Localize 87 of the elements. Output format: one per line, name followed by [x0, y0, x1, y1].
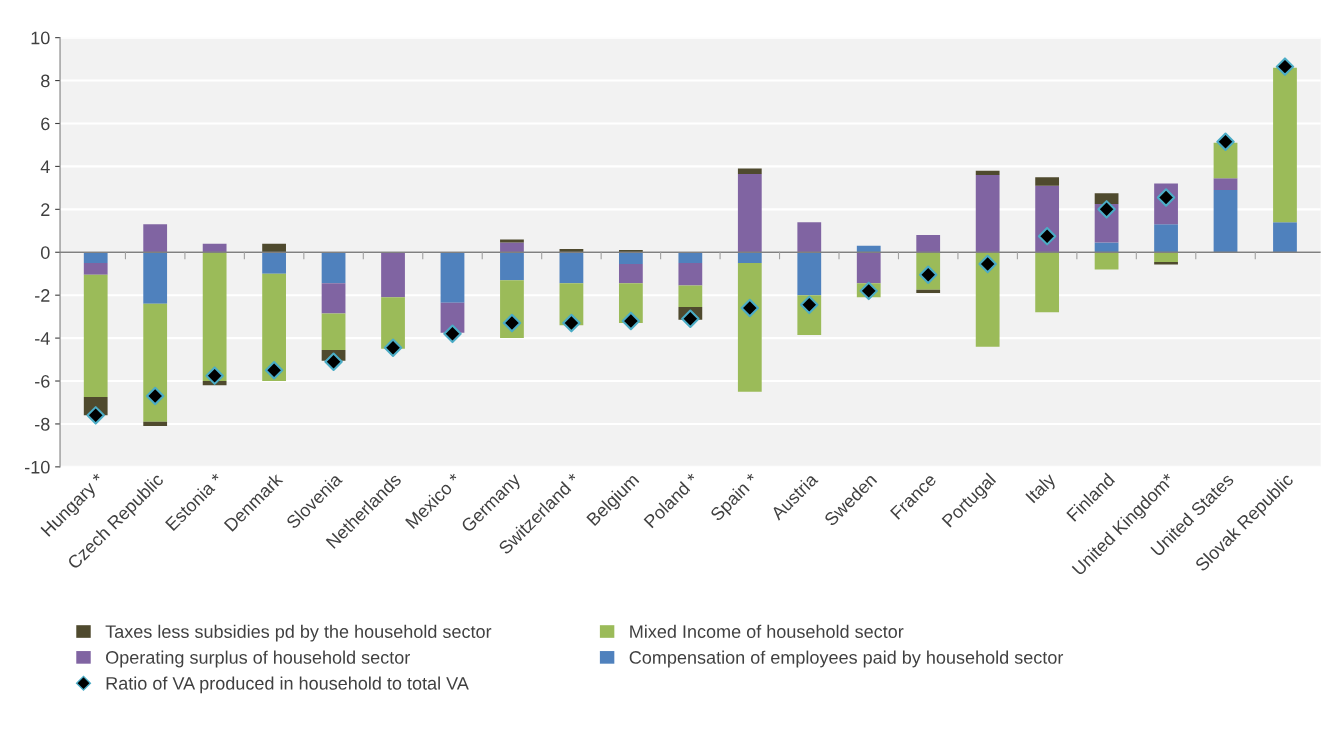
bar [1154, 224, 1178, 253]
bar [737, 262, 762, 392]
legend-label: Mixed Income of household sector [630, 624, 904, 639]
bar [262, 252, 286, 274]
point [1097, 200, 1116, 219]
bar [678, 285, 703, 307]
bar [737, 168, 762, 174]
bar [559, 252, 584, 284]
bar [1213, 190, 1238, 253]
bar [618, 252, 643, 265]
y-tick-label: 0 [40, 246, 50, 259]
bar [797, 222, 822, 253]
bar [440, 252, 465, 303]
bar [797, 252, 822, 296]
point [324, 352, 343, 371]
bar [143, 421, 168, 427]
legend-label: Ratio of VA produced in household to total VA [106, 676, 469, 694]
bar [202, 243, 227, 253]
point [681, 309, 700, 329]
bar [559, 249, 584, 253]
bar [83, 262, 108, 275]
bar [1094, 242, 1119, 253]
bar [975, 170, 1000, 175]
y-tick-label: -4 [35, 332, 50, 345]
point [86, 406, 105, 425]
bar [381, 252, 405, 298]
bar [262, 243, 286, 253]
bar [500, 239, 524, 243]
y-tick-label: -6 [35, 374, 50, 388]
bar [856, 252, 881, 284]
point [205, 366, 224, 385]
bar [143, 224, 168, 253]
bar [975, 252, 1000, 347]
point [562, 313, 581, 333]
bar [1094, 252, 1119, 270]
y-tick-label: 4 [40, 160, 50, 173]
y-tick-label: 8 [41, 74, 50, 88]
bar [1035, 252, 1060, 313]
bar [1273, 222, 1297, 253]
y-tick-label: -2 [35, 289, 50, 302]
y-tick-label: -8 [35, 417, 50, 431]
bar [916, 235, 941, 253]
point [1037, 226, 1057, 246]
bar [83, 252, 108, 263]
bar [916, 289, 941, 294]
point [264, 361, 284, 380]
bar [381, 297, 405, 349]
bar [321, 313, 346, 350]
y-tick-label: 2 [41, 203, 50, 216]
x-tick-label: Italy [1024, 471, 1060, 506]
point [443, 324, 462, 344]
point [978, 254, 997, 274]
point [740, 298, 760, 318]
y-tick-label: 10 [31, 31, 50, 45]
bar [1273, 67, 1297, 223]
bar [83, 274, 108, 398]
bar [143, 303, 168, 422]
bar [618, 264, 643, 284]
bar [1154, 252, 1178, 262]
point [1275, 57, 1295, 76]
point [502, 313, 522, 333]
bar [202, 252, 227, 382]
point [1216, 132, 1235, 151]
bar [678, 252, 703, 263]
bar [975, 175, 1000, 253]
bar [1094, 193, 1119, 204]
point [383, 338, 403, 358]
legend-label: Taxes less subsidies pd by the household sector [105, 624, 492, 642]
bar [500, 252, 524, 281]
legend-label: Compensation of employees paid by household sector [629, 650, 1064, 668]
bar [678, 262, 703, 286]
bar [143, 252, 168, 304]
bar [262, 273, 286, 382]
point [621, 311, 641, 331]
bar [618, 250, 643, 253]
bar [737, 252, 762, 263]
bar [321, 252, 346, 284]
y-tick-label: -10 [25, 460, 50, 474]
bar [1035, 177, 1060, 186]
y-tick-label: 6 [41, 117, 50, 131]
bar [321, 283, 346, 314]
bar [1213, 178, 1238, 191]
bar [737, 173, 762, 253]
bar [500, 242, 524, 253]
point [145, 386, 165, 406]
legend-label: Operating surplus of household sector [106, 650, 410, 668]
bar [856, 245, 881, 253]
